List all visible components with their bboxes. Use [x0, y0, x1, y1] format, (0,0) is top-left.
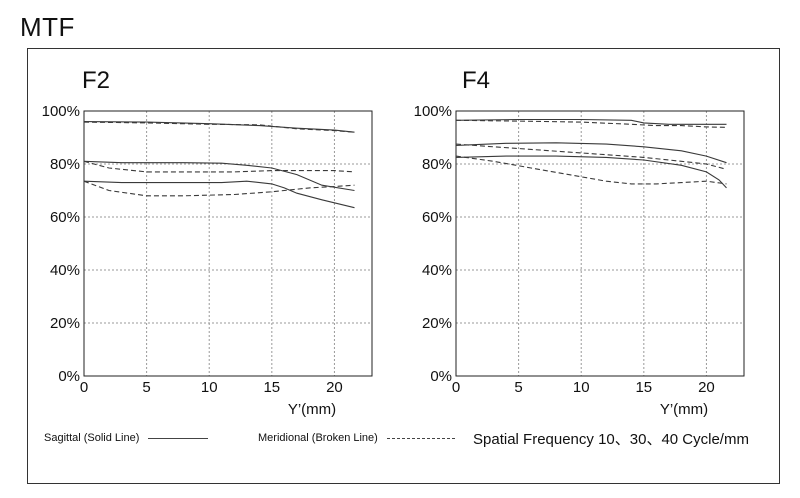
y-tick-label: 0% — [58, 368, 80, 385]
series-line-sagittal-10 — [455, 118, 727, 125]
legend-broken-line-swatch — [386, 437, 455, 439]
page-title: MTF — [20, 12, 75, 42]
y-tick-label: 60% — [50, 209, 80, 226]
chart-frame — [27, 48, 780, 484]
x-tick-label: 15 — [263, 379, 280, 396]
x-tick-label: 15 — [635, 379, 652, 396]
series-line-sagittal-30 — [83, 160, 355, 192]
x-tick-label: 5 — [514, 379, 522, 396]
plot-area-border — [455, 110, 745, 377]
legend-spatial-frequency: Spatial Frequency 10、30、40 Cycle/mm — [473, 431, 749, 448]
x-tick-label: 10 — [201, 379, 218, 396]
x-tick-label: 20 — [326, 379, 343, 396]
plot-area-border — [83, 110, 373, 377]
chart-title: F2 — [82, 67, 110, 94]
y-tick-label: 40% — [422, 262, 452, 279]
legend-meridional: Meridional (Broken Line) — [258, 432, 455, 444]
series-line-meridional-30 — [83, 160, 355, 173]
x-axis-label: Y’(mm) — [660, 401, 708, 418]
series-line-meridional-30 — [455, 143, 727, 170]
series-line-sagittal-40 — [83, 180, 355, 209]
y-tick-label: 80% — [422, 156, 452, 173]
series-line-meridional-10 — [455, 119, 727, 128]
x-tick-label: 5 — [142, 379, 150, 396]
chart-panel-f4 — [455, 110, 745, 377]
legend-sagittal: Sagittal (Solid Line) — [44, 432, 209, 444]
legend-meridional-label: Meridional (Broken Line) — [258, 432, 378, 444]
y-tick-label: 60% — [422, 209, 452, 226]
y-tick-label: 0% — [430, 368, 452, 385]
y-tick-label: 100% — [414, 103, 452, 120]
y-tick-label: 40% — [50, 262, 80, 279]
chart-panel-f2 — [83, 110, 373, 377]
y-tick-label: 20% — [50, 315, 80, 332]
legend-solid-line-swatch — [148, 437, 209, 439]
series-line-sagittal-30 — [455, 142, 727, 164]
series-line-meridional-10 — [83, 121, 355, 133]
chart-title: F4 — [462, 67, 490, 94]
series-line-meridional-40 — [455, 155, 727, 185]
y-tick-label: 100% — [42, 103, 80, 120]
legend-sagittal-label: Sagittal (Solid Line) — [44, 432, 140, 444]
series-line-sagittal-10 — [83, 121, 355, 133]
y-tick-label: 20% — [422, 315, 452, 332]
series-line-sagittal-40 — [455, 155, 727, 189]
x-tick-label: 0 — [452, 379, 460, 396]
y-tick-label: 80% — [50, 156, 80, 173]
series-line-meridional-40 — [83, 180, 355, 197]
x-tick-label: 10 — [573, 379, 590, 396]
x-tick-label: 0 — [80, 379, 88, 396]
x-tick-label: 20 — [698, 379, 715, 396]
x-axis-label: Y’(mm) — [288, 401, 336, 418]
